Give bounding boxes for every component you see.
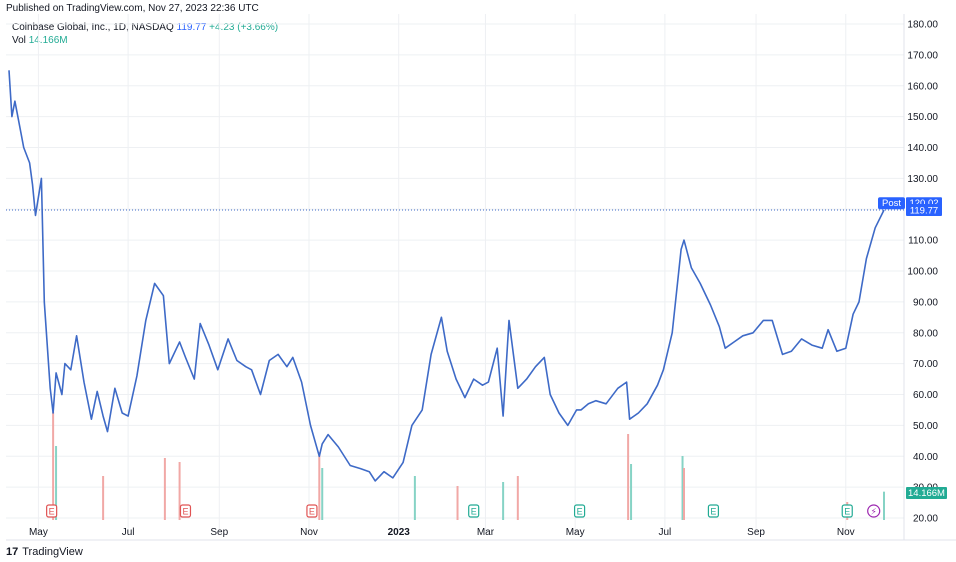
volume-bar — [516, 476, 519, 520]
volume-bar — [318, 452, 321, 520]
post-label: Post — [882, 198, 901, 209]
earnings-marker-icon — [573, 504, 586, 518]
earnings-marker-icon — [306, 504, 318, 518]
y-tick-label: 170.00 — [907, 50, 938, 61]
price-line-group — [6, 70, 904, 482]
x-tick-label: Jul — [658, 527, 671, 538]
y-tick-label: 150.00 — [907, 112, 938, 123]
x-tick-label: 2023 — [388, 527, 411, 538]
marker-label: E — [471, 507, 477, 517]
dividend-marker-icon — [867, 504, 881, 518]
volume-bar — [883, 491, 885, 520]
x-tick-label: Nov — [837, 527, 855, 538]
price-axis: 180.00 170.00 160.00 150.00 140.00 130.00 120.… — [907, 20, 938, 525]
last-price-tag — [906, 203, 942, 216]
x-tick-label: Mar — [477, 527, 495, 538]
volume-bar — [413, 476, 416, 520]
y-tick-label: 20.00 — [913, 514, 938, 525]
y-tick-label: 60.00 — [913, 390, 938, 401]
y-tick-label: 180.00 — [907, 20, 938, 31]
volume-bar — [681, 456, 684, 520]
volume-bar — [55, 446, 58, 520]
price-change-legend: +4.23 (+3.66%) — [209, 22, 279, 33]
x-tick-label: May — [566, 527, 585, 538]
volume-tag-label: 14.166M — [908, 488, 945, 499]
volume-bar — [627, 434, 630, 520]
y-tick-label: 100.00 — [907, 267, 938, 278]
marker-label: E — [49, 507, 55, 517]
x-tick-label: Sep — [210, 527, 228, 538]
volume-bar — [52, 412, 55, 520]
last-price-legend: 119.77 — [176, 22, 207, 33]
y-tick-label: 140.00 — [907, 143, 938, 154]
x-tick-label: Nov — [300, 527, 318, 538]
earnings-marker-icon — [707, 504, 720, 518]
y-tick-label: 160.00 — [907, 81, 938, 92]
y-tick-label: 80.00 — [913, 328, 938, 339]
volume-bar — [163, 458, 166, 520]
earnings-marker-icon — [841, 504, 853, 518]
footer: 17 TradingView — [6, 546, 83, 558]
symbol-title[interactable]: Coinbase Global, Inc., 1D, NASDAQ — [12, 22, 174, 33]
y-tick-label: 50.00 — [913, 421, 938, 432]
tradingview-brand[interactable]: TradingView — [22, 546, 83, 558]
marker-label: E — [182, 507, 188, 517]
volume-label: Vol — [12, 35, 26, 46]
post-market-badge — [878, 197, 905, 210]
volume-tag — [906, 487, 947, 499]
published-note: Published on TradingView.com, Nov 27, 20… — [6, 3, 259, 14]
x-tick-label: Jul — [122, 527, 135, 538]
marker-label: E — [577, 507, 583, 517]
x-tick-label: Sep — [747, 527, 765, 538]
last-price-label: 119.77 — [910, 205, 938, 216]
volume-bar — [321, 468, 324, 520]
marker-label: E — [710, 507, 716, 517]
volume-value: 14.166M — [28, 35, 68, 46]
tradingview-logo-icon[interactable]: 17 — [6, 546, 19, 558]
marker-label: ⚡ — [871, 507, 877, 517]
volume-bar — [178, 462, 181, 520]
post-price-label: 120.02 — [909, 198, 938, 209]
volume-bar — [683, 468, 685, 520]
earnings-marker-icon — [46, 504, 58, 518]
y-tick-label: 90.00 — [913, 297, 938, 308]
volume-bar — [502, 482, 505, 520]
earnings-marker-icon — [179, 504, 192, 518]
y-tick-label: 130.00 — [907, 174, 938, 185]
marker-label: E — [309, 507, 315, 517]
time-axis: May Jul Sep Nov 2023 Mar May Jul Sep Nov — [29, 527, 855, 538]
price-line — [8, 70, 885, 482]
y-tick-label: 110.00 — [908, 236, 938, 247]
symbol-legend: Coinbase Global, Inc., 1D, NASDAQ 119.77… — [12, 22, 278, 33]
volume-bar — [456, 486, 459, 520]
volume-bar — [630, 464, 633, 520]
y-tick-label: 40.00 — [913, 452, 938, 463]
marker-label: E — [844, 507, 850, 517]
x-tick-label: May — [29, 527, 48, 538]
earnings-marker-icon — [468, 504, 480, 518]
y-tick-label: 70.00 — [913, 359, 938, 370]
volume-bar — [102, 476, 105, 520]
volume-bars — [52, 412, 885, 520]
chart-grid — [6, 14, 956, 541]
event-markers: E E E E E E E ⚡ — [46, 504, 881, 518]
volume-legend: Vol 14.166M — [12, 35, 68, 46]
